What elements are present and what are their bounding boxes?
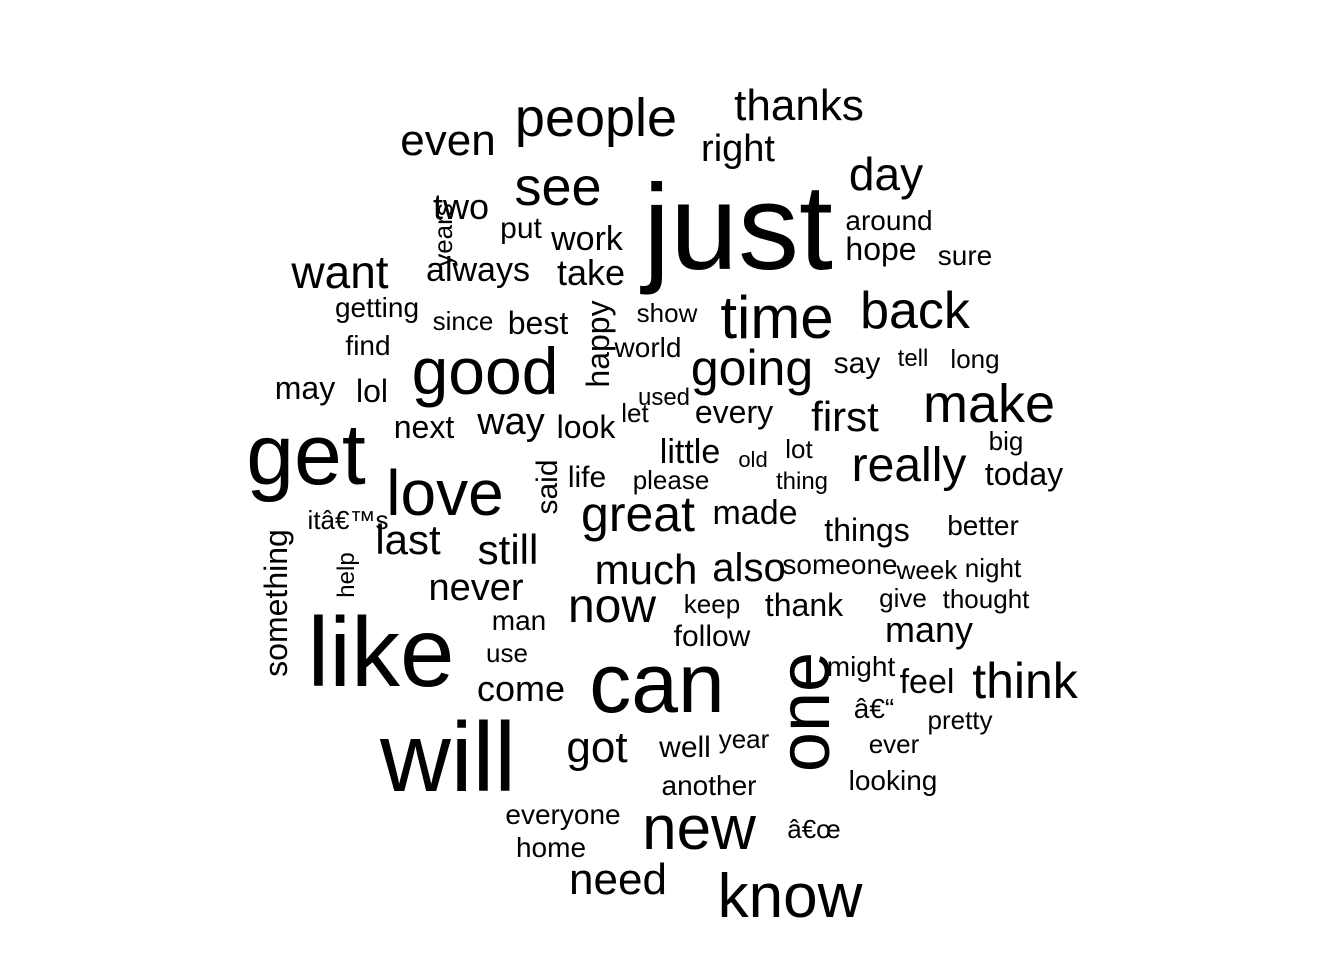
word-cloud-word: like — [307, 597, 455, 707]
word-cloud-word: also — [712, 546, 786, 590]
word-cloud-word: need — [569, 855, 667, 904]
word-cloud-word: going — [690, 340, 814, 396]
word-cloud-word: day — [848, 148, 924, 200]
word-cloud-word: today — [984, 456, 1064, 492]
word-cloud-word: still — [477, 526, 539, 573]
word-cloud-word: week — [896, 555, 958, 585]
word-cloud-word: may — [274, 370, 336, 406]
word-cloud-word: show — [636, 298, 698, 328]
word-cloud-word: say — [833, 347, 881, 380]
word-cloud-word: night — [964, 553, 1022, 583]
word-cloud-word: happy — [580, 300, 616, 388]
word-cloud-word: many — [884, 609, 974, 650]
word-cloud-word: much — [594, 546, 698, 593]
word-cloud-word: always — [426, 251, 530, 289]
word-cloud-word: hope — [845, 231, 917, 267]
word-cloud-word: lot — [785, 434, 813, 464]
word-cloud-word: take — [556, 252, 626, 293]
word-cloud-word: old — [738, 447, 768, 472]
word-cloud-word: everyone — [505, 799, 621, 830]
word-cloud-word: â€“ — [853, 693, 895, 724]
word-cloud-word: follow — [673, 620, 751, 653]
word-cloud-word: will — [379, 702, 517, 812]
word-cloud-word: come — [476, 668, 566, 709]
word-cloud-word: every — [694, 394, 774, 430]
word-cloud-word: let — [621, 398, 649, 428]
word-cloud-word: getting — [334, 292, 420, 323]
word-cloud-word: well — [659, 731, 711, 764]
word-cloud-word: just — [643, 159, 833, 295]
word-cloud-word: can — [589, 636, 725, 730]
word-cloud-word: around — [845, 205, 933, 236]
word-cloud-word: might — [826, 651, 896, 682]
word-cloud-word: life — [567, 461, 607, 494]
word-cloud-word: thing — [775, 468, 829, 495]
word-cloud-word: good — [411, 334, 559, 408]
word-cloud-word: people — [514, 88, 678, 148]
word-cloud-word: time — [720, 284, 834, 351]
word-cloud-word: make — [922, 374, 1056, 434]
word-cloud-word: got — [566, 723, 628, 772]
word-cloud-word: way — [477, 401, 545, 443]
word-cloud-word: since — [432, 306, 494, 336]
word-cloud-word: best — [507, 305, 569, 341]
word-cloud-word: work — [551, 220, 623, 258]
word-cloud-word: someone — [782, 549, 898, 580]
word-cloud-word: last — [375, 516, 441, 563]
word-cloud-word: thought — [942, 584, 1030, 614]
word-cloud-word: keep — [683, 589, 741, 619]
word-cloud-word: â€œ — [787, 814, 841, 844]
word-cloud-word: used — [637, 384, 691, 411]
word-cloud-word: looking — [848, 765, 938, 796]
word-cloud-word: really — [851, 439, 967, 492]
word-cloud-word: said — [531, 459, 564, 515]
word-cloud-word: next — [393, 409, 455, 445]
word-cloud-word: love — [386, 457, 504, 529]
word-cloud-word: years — [428, 203, 458, 267]
word-cloud-word: two — [432, 186, 490, 227]
word-cloud-word: think — [972, 653, 1078, 709]
word-cloud-word: made — [712, 494, 798, 532]
word-cloud-word: know — [717, 862, 863, 931]
word-cloud-word: get — [246, 407, 366, 503]
word-cloud-word: itâ€™s — [307, 505, 389, 535]
word-cloud-word: look — [556, 409, 616, 445]
word-cloud-word: new — [642, 794, 756, 863]
word-cloud-word: home — [515, 832, 587, 863]
word-cloud-word: thank — [764, 587, 844, 623]
word-cloud-word: first — [811, 393, 879, 440]
word-cloud-word: man — [491, 605, 547, 636]
word-cloud-word: something — [258, 529, 294, 677]
word-cloud-word: feel — [899, 663, 955, 701]
word-cloud-word: world — [614, 332, 682, 363]
word-cloud-word: put — [500, 212, 542, 245]
word-cloud-word: ever — [868, 729, 920, 759]
word-cloud-word: lol — [355, 373, 389, 409]
word-cloud-word: help — [333, 552, 360, 598]
word-cloud-word: sure — [937, 240, 993, 271]
word-cloud-word: year — [718, 724, 770, 754]
word-cloud-word: another — [661, 770, 757, 801]
word-cloud-word: give — [879, 583, 927, 613]
word-cloud-word: big — [988, 426, 1024, 456]
word-cloud-word: little — [659, 433, 721, 471]
word-cloud-word: back — [860, 282, 970, 340]
word-cloud-word: see — [514, 157, 602, 217]
word-cloud-word: please — [632, 465, 710, 495]
word-cloud-word: want — [291, 246, 389, 298]
word-cloud-word: pretty — [927, 705, 993, 735]
word-cloud-word: long — [950, 344, 1000, 374]
word-cloud-word: even — [400, 116, 496, 165]
word-cloud-word: thanks — [734, 81, 864, 130]
word-cloud-word: tell — [897, 345, 929, 372]
word-cloud-word: right — [701, 128, 775, 170]
word-cloud-word: great — [581, 486, 695, 542]
word-cloud-word: use — [486, 638, 528, 668]
word-cloud-word: find — [345, 330, 391, 361]
word-cloud-word: now — [567, 580, 657, 633]
word-cloud-word: things — [824, 512, 910, 548]
word-cloud-word: better — [947, 510, 1019, 541]
word-cloud-word: never — [428, 567, 524, 609]
